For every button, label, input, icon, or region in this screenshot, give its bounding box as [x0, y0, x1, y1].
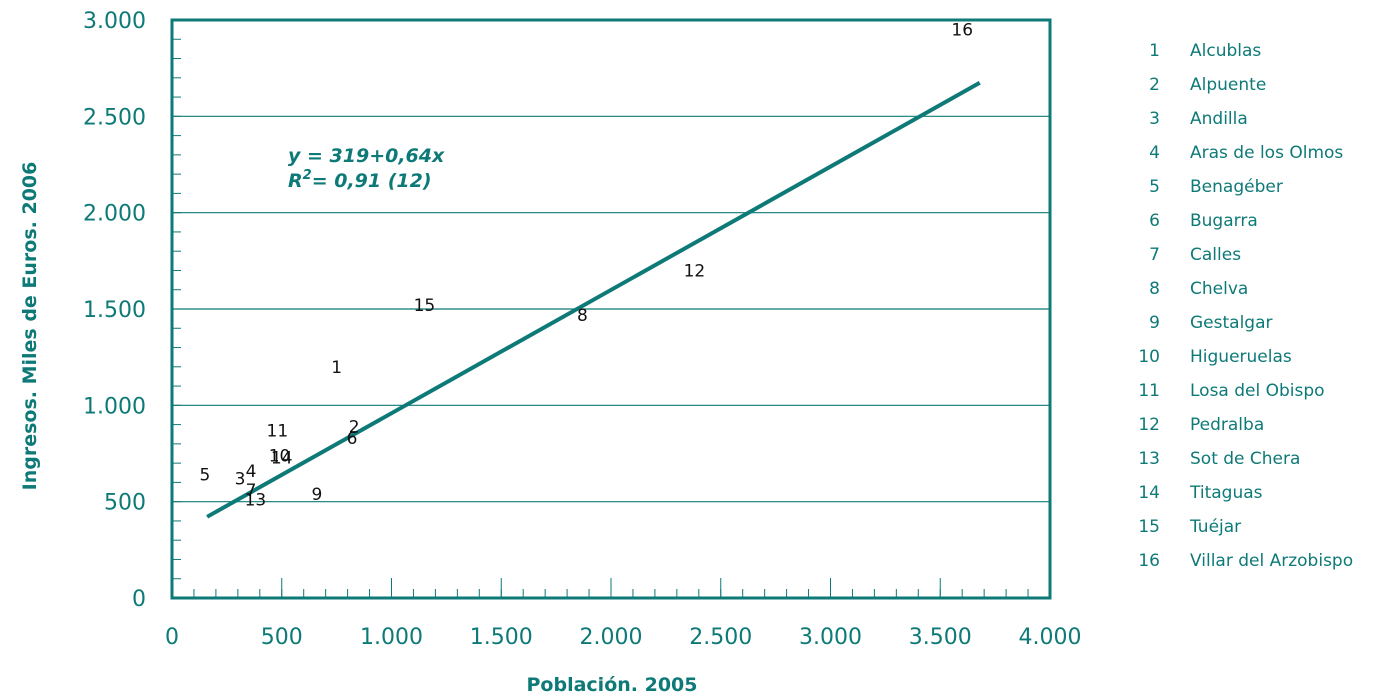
x-tick-label: 2.500: [689, 625, 752, 650]
legend-name: Aras de los Olmos: [1190, 143, 1344, 163]
legend-name: Calles: [1190, 245, 1242, 265]
y-tick-label: 3.000: [83, 9, 146, 34]
r2-prefix: R: [288, 170, 303, 192]
x-tick-label: 3.000: [799, 625, 862, 650]
legend-number: 9: [1149, 313, 1160, 333]
data-point-2: 2: [349, 418, 360, 438]
data-point-12: 12: [684, 261, 706, 281]
legend-number: 7: [1149, 245, 1160, 265]
legend-item: 14 Titaguas: [1138, 480, 1353, 514]
legend-item: 13 Sot de Chera: [1138, 446, 1353, 480]
legend-item: 9 Gestalgar: [1138, 310, 1353, 344]
data-point-3: 3: [235, 470, 246, 490]
legend-item: 4 Aras de los Olmos: [1138, 140, 1353, 174]
x-axis-title: Población. 2005: [527, 674, 698, 696]
legend-number: 12: [1138, 415, 1160, 435]
legend-item: 8 Chelva: [1138, 276, 1353, 310]
legend-name: Chelva: [1190, 279, 1249, 299]
legend-number: 11: [1138, 381, 1160, 401]
legend-name: Gestalgar: [1190, 313, 1273, 333]
y-tick-label: 1.500: [83, 298, 146, 323]
x-tick-label: 4.000: [1019, 625, 1082, 650]
legend-item: 12 Pedralba: [1138, 412, 1353, 446]
data-point-9: 9: [311, 485, 322, 505]
legend-item: 6 Bugarra: [1138, 208, 1353, 242]
legend-number: 10: [1138, 347, 1160, 367]
data-point-5: 5: [200, 466, 211, 486]
legend-name: Sot de Chera: [1190, 449, 1301, 469]
legend-name: Bugarra: [1190, 211, 1258, 231]
data-point-13: 13: [245, 491, 267, 511]
trendline: [206, 81, 981, 519]
data-point-6: 6: [347, 429, 358, 449]
x-tick-label: 1.000: [360, 625, 423, 650]
legend-number: 2: [1149, 75, 1160, 95]
legend-number: 16: [1138, 551, 1160, 571]
trendline-equation: y = 319+0,64x: [288, 145, 445, 167]
legend-name: Pedralba: [1190, 415, 1265, 435]
y-tick-label: 500: [104, 491, 146, 516]
r2-superscript: 2: [303, 168, 312, 183]
legend-item: 11 Losa del Obispo: [1138, 378, 1353, 412]
x-tick-label: 0: [165, 625, 179, 650]
x-tick-label: 500: [261, 625, 303, 650]
legend-item: 5 Benagéber: [1138, 174, 1353, 208]
data-point-10: 10: [269, 446, 291, 466]
legend-number: 5: [1149, 177, 1160, 197]
y-tick-label: 2.000: [83, 202, 146, 227]
legend-number: 4: [1149, 143, 1160, 163]
legend-item: 1 Alcublas: [1138, 38, 1353, 72]
legend: 1 Alcublas 2 Alpuente 3 Andilla 4 Aras de los O…: [1138, 38, 1353, 582]
legend-name: Losa del Obispo: [1190, 381, 1325, 401]
legend-item: 15 Tuéjar: [1138, 514, 1353, 548]
y-tick-label: 1.000: [83, 394, 146, 419]
legend-number: 14: [1138, 483, 1160, 503]
legend-item: 2 Alpuente: [1138, 72, 1353, 106]
x-axis-ticks: 0 500 1.000 1.500 2.000 2.500 3.000 3.500 4.000: [165, 625, 1081, 650]
data-point-4: 4: [246, 462, 257, 482]
legend-name: Higueruelas: [1190, 347, 1292, 367]
legend-number: 6: [1149, 211, 1160, 231]
y-axis-title: Ingresos. Miles de Euros. 2006: [19, 162, 41, 491]
r2-value: = 0,91 (12): [312, 170, 432, 192]
data-point-16: 16: [951, 21, 973, 41]
legend-item: 7 Calles: [1138, 242, 1353, 276]
trendline-r-squared: R2= 0,91 (12): [288, 168, 432, 192]
legend-item: 10 Higueruelas: [1138, 344, 1353, 378]
x-tick-label: 1.500: [470, 625, 533, 650]
legend-name: Alpuente: [1190, 75, 1267, 95]
plot-frame: [170, 18, 1052, 600]
data-point-7: 7: [246, 481, 257, 501]
legend-number: 8: [1149, 279, 1160, 299]
y-tick-label: 2.500: [83, 105, 146, 130]
legend-number: 3: [1149, 109, 1160, 129]
legend-item: 16 Villar del Arzobispo: [1138, 548, 1353, 582]
grid-lines: [172, 115, 1050, 503]
legend-number: 13: [1138, 449, 1160, 469]
data-point-8: 8: [577, 306, 588, 326]
y-axis-ticks: 0 500 1.000 1.500 2.000 2.500 3.000: [83, 9, 146, 612]
legend-name: Tuéjar: [1190, 517, 1242, 537]
legend-name: Titaguas: [1190, 483, 1263, 503]
legend-item: 3 Andilla: [1138, 106, 1353, 140]
legend-name: Alcublas: [1190, 41, 1262, 61]
legend-name: Benagéber: [1190, 177, 1283, 197]
data-point-14: 14: [271, 448, 293, 468]
legend-name: Villar del Arzobispo: [1190, 551, 1354, 571]
data-point-15: 15: [414, 296, 436, 316]
scatter-chart: 0 500 1.000 1.500 2.000 2.500 3.000 0 500 1.000 1…: [19, 9, 1081, 696]
data-point-11: 11: [267, 421, 289, 441]
legend-number: 15: [1138, 517, 1160, 537]
y-tick-label: 0: [132, 587, 146, 612]
data-point-1: 1: [331, 358, 342, 378]
x-tick-label: 3.500: [909, 625, 972, 650]
legend-name: Andilla: [1190, 109, 1248, 129]
legend-number: 1: [1149, 41, 1160, 61]
x-tick-label: 2.000: [580, 625, 643, 650]
